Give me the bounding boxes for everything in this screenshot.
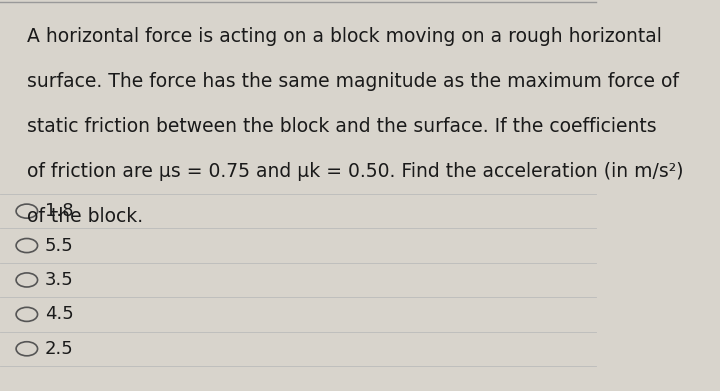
- Text: 1.8: 1.8: [45, 202, 73, 220]
- Text: 3.5: 3.5: [45, 271, 73, 289]
- Text: of friction are μs = 0.75 and μk = 0.50. Find the acceleration (in m/s²): of friction are μs = 0.75 and μk = 0.50.…: [27, 162, 683, 181]
- Text: static friction between the block and the surface. If the coefficients: static friction between the block and th…: [27, 117, 657, 136]
- Text: 5.5: 5.5: [45, 237, 73, 255]
- Text: A horizontal force is acting on a block moving on a rough horizontal: A horizontal force is acting on a block …: [27, 27, 662, 47]
- Text: of the block.: of the block.: [27, 207, 143, 226]
- Text: 2.5: 2.5: [45, 340, 73, 358]
- Text: surface. The force has the same magnitude as the maximum force of: surface. The force has the same magnitud…: [27, 72, 679, 91]
- Text: 4.5: 4.5: [45, 305, 73, 323]
